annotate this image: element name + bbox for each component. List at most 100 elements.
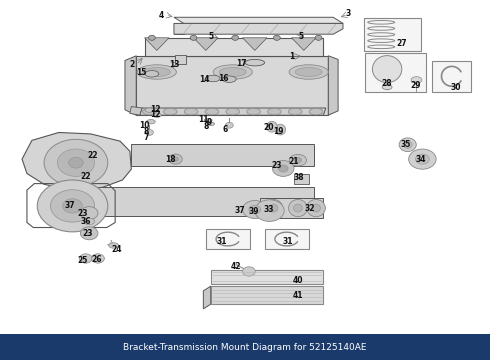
Ellipse shape — [245, 59, 265, 66]
Ellipse shape — [264, 199, 283, 217]
Circle shape — [416, 154, 429, 164]
Text: 13: 13 — [169, 60, 179, 69]
Text: 31: 31 — [216, 238, 227, 247]
Bar — [364, 18, 421, 51]
Text: 25: 25 — [77, 256, 88, 265]
Text: 1: 1 — [289, 53, 294, 62]
Ellipse shape — [382, 85, 392, 90]
Text: 7: 7 — [144, 133, 148, 142]
Circle shape — [63, 199, 82, 213]
Text: 2: 2 — [130, 60, 135, 69]
Ellipse shape — [213, 65, 252, 79]
Circle shape — [315, 35, 322, 40]
Ellipse shape — [152, 113, 161, 117]
Text: 5: 5 — [299, 32, 304, 41]
Ellipse shape — [163, 108, 177, 115]
Circle shape — [255, 200, 284, 221]
Circle shape — [243, 267, 255, 276]
Text: 42: 42 — [231, 262, 242, 271]
Polygon shape — [243, 38, 267, 50]
Text: 31: 31 — [283, 238, 294, 247]
Circle shape — [278, 165, 288, 172]
Text: 18: 18 — [165, 155, 176, 163]
Ellipse shape — [399, 138, 416, 152]
Text: 23: 23 — [82, 229, 93, 238]
Text: 27: 27 — [396, 40, 407, 49]
Text: 35: 35 — [400, 140, 411, 149]
Polygon shape — [140, 108, 326, 115]
Text: 24: 24 — [111, 245, 122, 253]
Ellipse shape — [403, 141, 412, 148]
Text: 23: 23 — [77, 209, 88, 217]
Ellipse shape — [289, 154, 307, 166]
Ellipse shape — [147, 120, 155, 124]
Bar — [294, 174, 309, 184]
Circle shape — [225, 122, 233, 128]
Bar — [365, 53, 426, 92]
Text: 5: 5 — [208, 32, 213, 41]
Polygon shape — [260, 198, 323, 218]
Text: 16: 16 — [218, 74, 228, 83]
Polygon shape — [145, 38, 323, 56]
Text: 4: 4 — [159, 11, 164, 20]
Ellipse shape — [247, 108, 261, 115]
Text: 21: 21 — [289, 157, 299, 166]
Ellipse shape — [145, 71, 159, 77]
Ellipse shape — [268, 108, 281, 115]
Circle shape — [37, 180, 108, 232]
Ellipse shape — [289, 199, 307, 217]
Text: 32: 32 — [304, 204, 315, 212]
Ellipse shape — [222, 76, 236, 82]
Ellipse shape — [288, 108, 302, 115]
Text: 41: 41 — [293, 292, 303, 300]
Circle shape — [80, 227, 98, 240]
Ellipse shape — [143, 108, 156, 115]
Text: 15: 15 — [136, 68, 147, 77]
Circle shape — [148, 35, 155, 40]
Ellipse shape — [109, 243, 119, 248]
Bar — [206, 229, 250, 249]
Text: 9: 9 — [207, 118, 212, 127]
Ellipse shape — [169, 154, 182, 164]
Ellipse shape — [309, 108, 323, 115]
Ellipse shape — [269, 204, 278, 212]
Polygon shape — [174, 23, 184, 34]
Bar — [432, 61, 471, 92]
Ellipse shape — [372, 55, 402, 83]
Ellipse shape — [220, 68, 246, 77]
Text: 17: 17 — [236, 59, 246, 68]
Text: 37: 37 — [64, 202, 75, 210]
Circle shape — [57, 149, 95, 176]
Circle shape — [409, 149, 436, 169]
Polygon shape — [96, 187, 314, 216]
Text: 30: 30 — [450, 83, 461, 92]
Ellipse shape — [267, 121, 277, 132]
Bar — [175, 55, 186, 64]
Ellipse shape — [143, 68, 171, 77]
Circle shape — [44, 139, 108, 186]
Ellipse shape — [172, 157, 178, 161]
Text: 39: 39 — [248, 207, 259, 216]
Ellipse shape — [205, 108, 219, 115]
Ellipse shape — [226, 108, 240, 115]
Text: 8: 8 — [144, 127, 148, 136]
Text: 23: 23 — [271, 161, 282, 170]
Ellipse shape — [206, 75, 220, 82]
Ellipse shape — [294, 204, 302, 212]
Circle shape — [79, 254, 92, 263]
Polygon shape — [203, 286, 211, 309]
Ellipse shape — [84, 218, 95, 225]
Bar — [265, 229, 309, 249]
Ellipse shape — [411, 77, 422, 83]
Ellipse shape — [294, 158, 301, 163]
Text: 22: 22 — [88, 151, 98, 160]
Ellipse shape — [204, 118, 212, 122]
Ellipse shape — [145, 108, 154, 112]
Bar — [211, 286, 323, 304]
Text: 26: 26 — [92, 256, 102, 264]
Circle shape — [249, 205, 261, 214]
Text: 11: 11 — [198, 115, 209, 124]
Polygon shape — [328, 56, 338, 115]
Text: 36: 36 — [80, 217, 91, 226]
Polygon shape — [145, 38, 169, 50]
